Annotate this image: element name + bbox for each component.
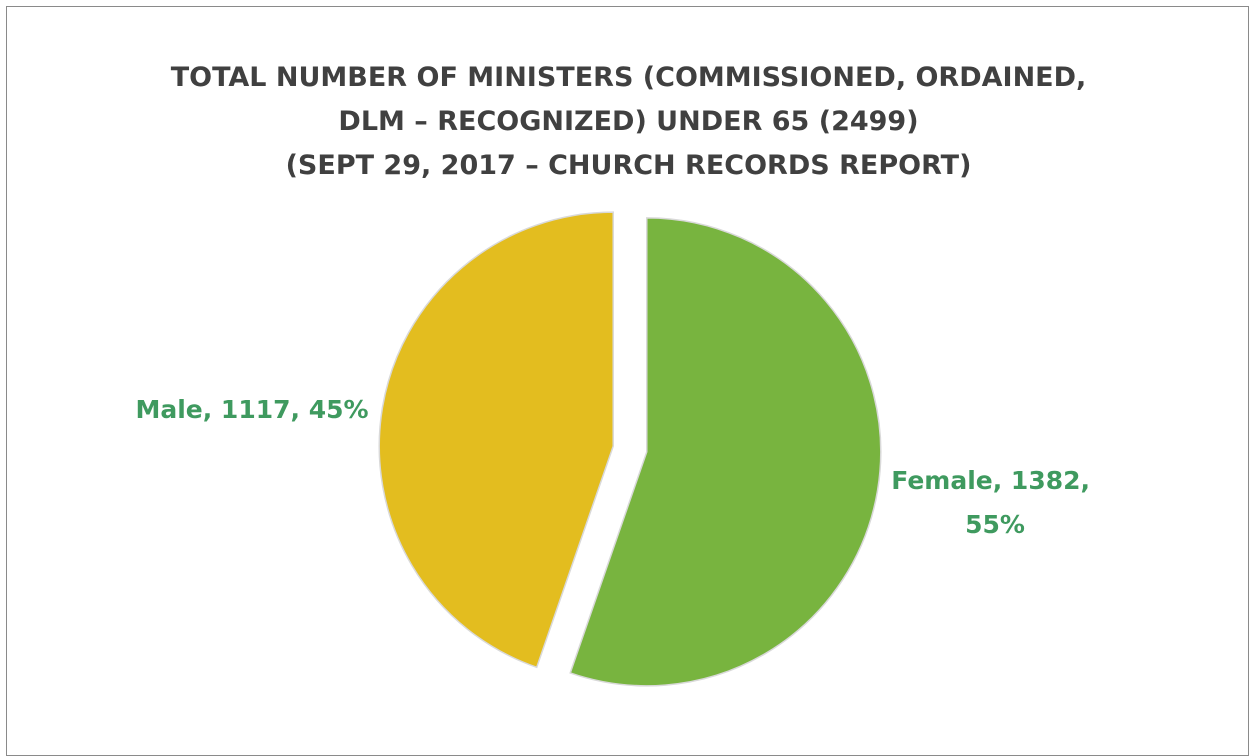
- pie-slice-male: [378, 211, 614, 669]
- chart-title-line-1: TOTAL NUMBER OF MINISTERS (COMMISSIONED,…: [170, 62, 1087, 93]
- slice-label-male: Male, 1117, 45%: [135, 395, 368, 424]
- pie-slices: [378, 211, 882, 687]
- pie-slice-female: [569, 217, 882, 687]
- chart-title-line-3: (SEPT 29, 2017 – CHURCH RECORDS REPORT): [285, 150, 972, 181]
- chart-title-line-2: DLM – RECOGNIZED) UNDER 65 (2499): [338, 106, 919, 137]
- slice-label-female-line-2: 55%: [965, 510, 1025, 539]
- chart-title: TOTAL NUMBER OF MINISTERS (COMMISSIONED,…: [0, 56, 1257, 188]
- slice-label-female: Female, 1382, 55%: [891, 466, 1098, 539]
- slice-label-female-line-1: Female, 1382,: [891, 466, 1090, 495]
- slice-label-male-line-1: Male, 1117, 45%: [135, 395, 368, 424]
